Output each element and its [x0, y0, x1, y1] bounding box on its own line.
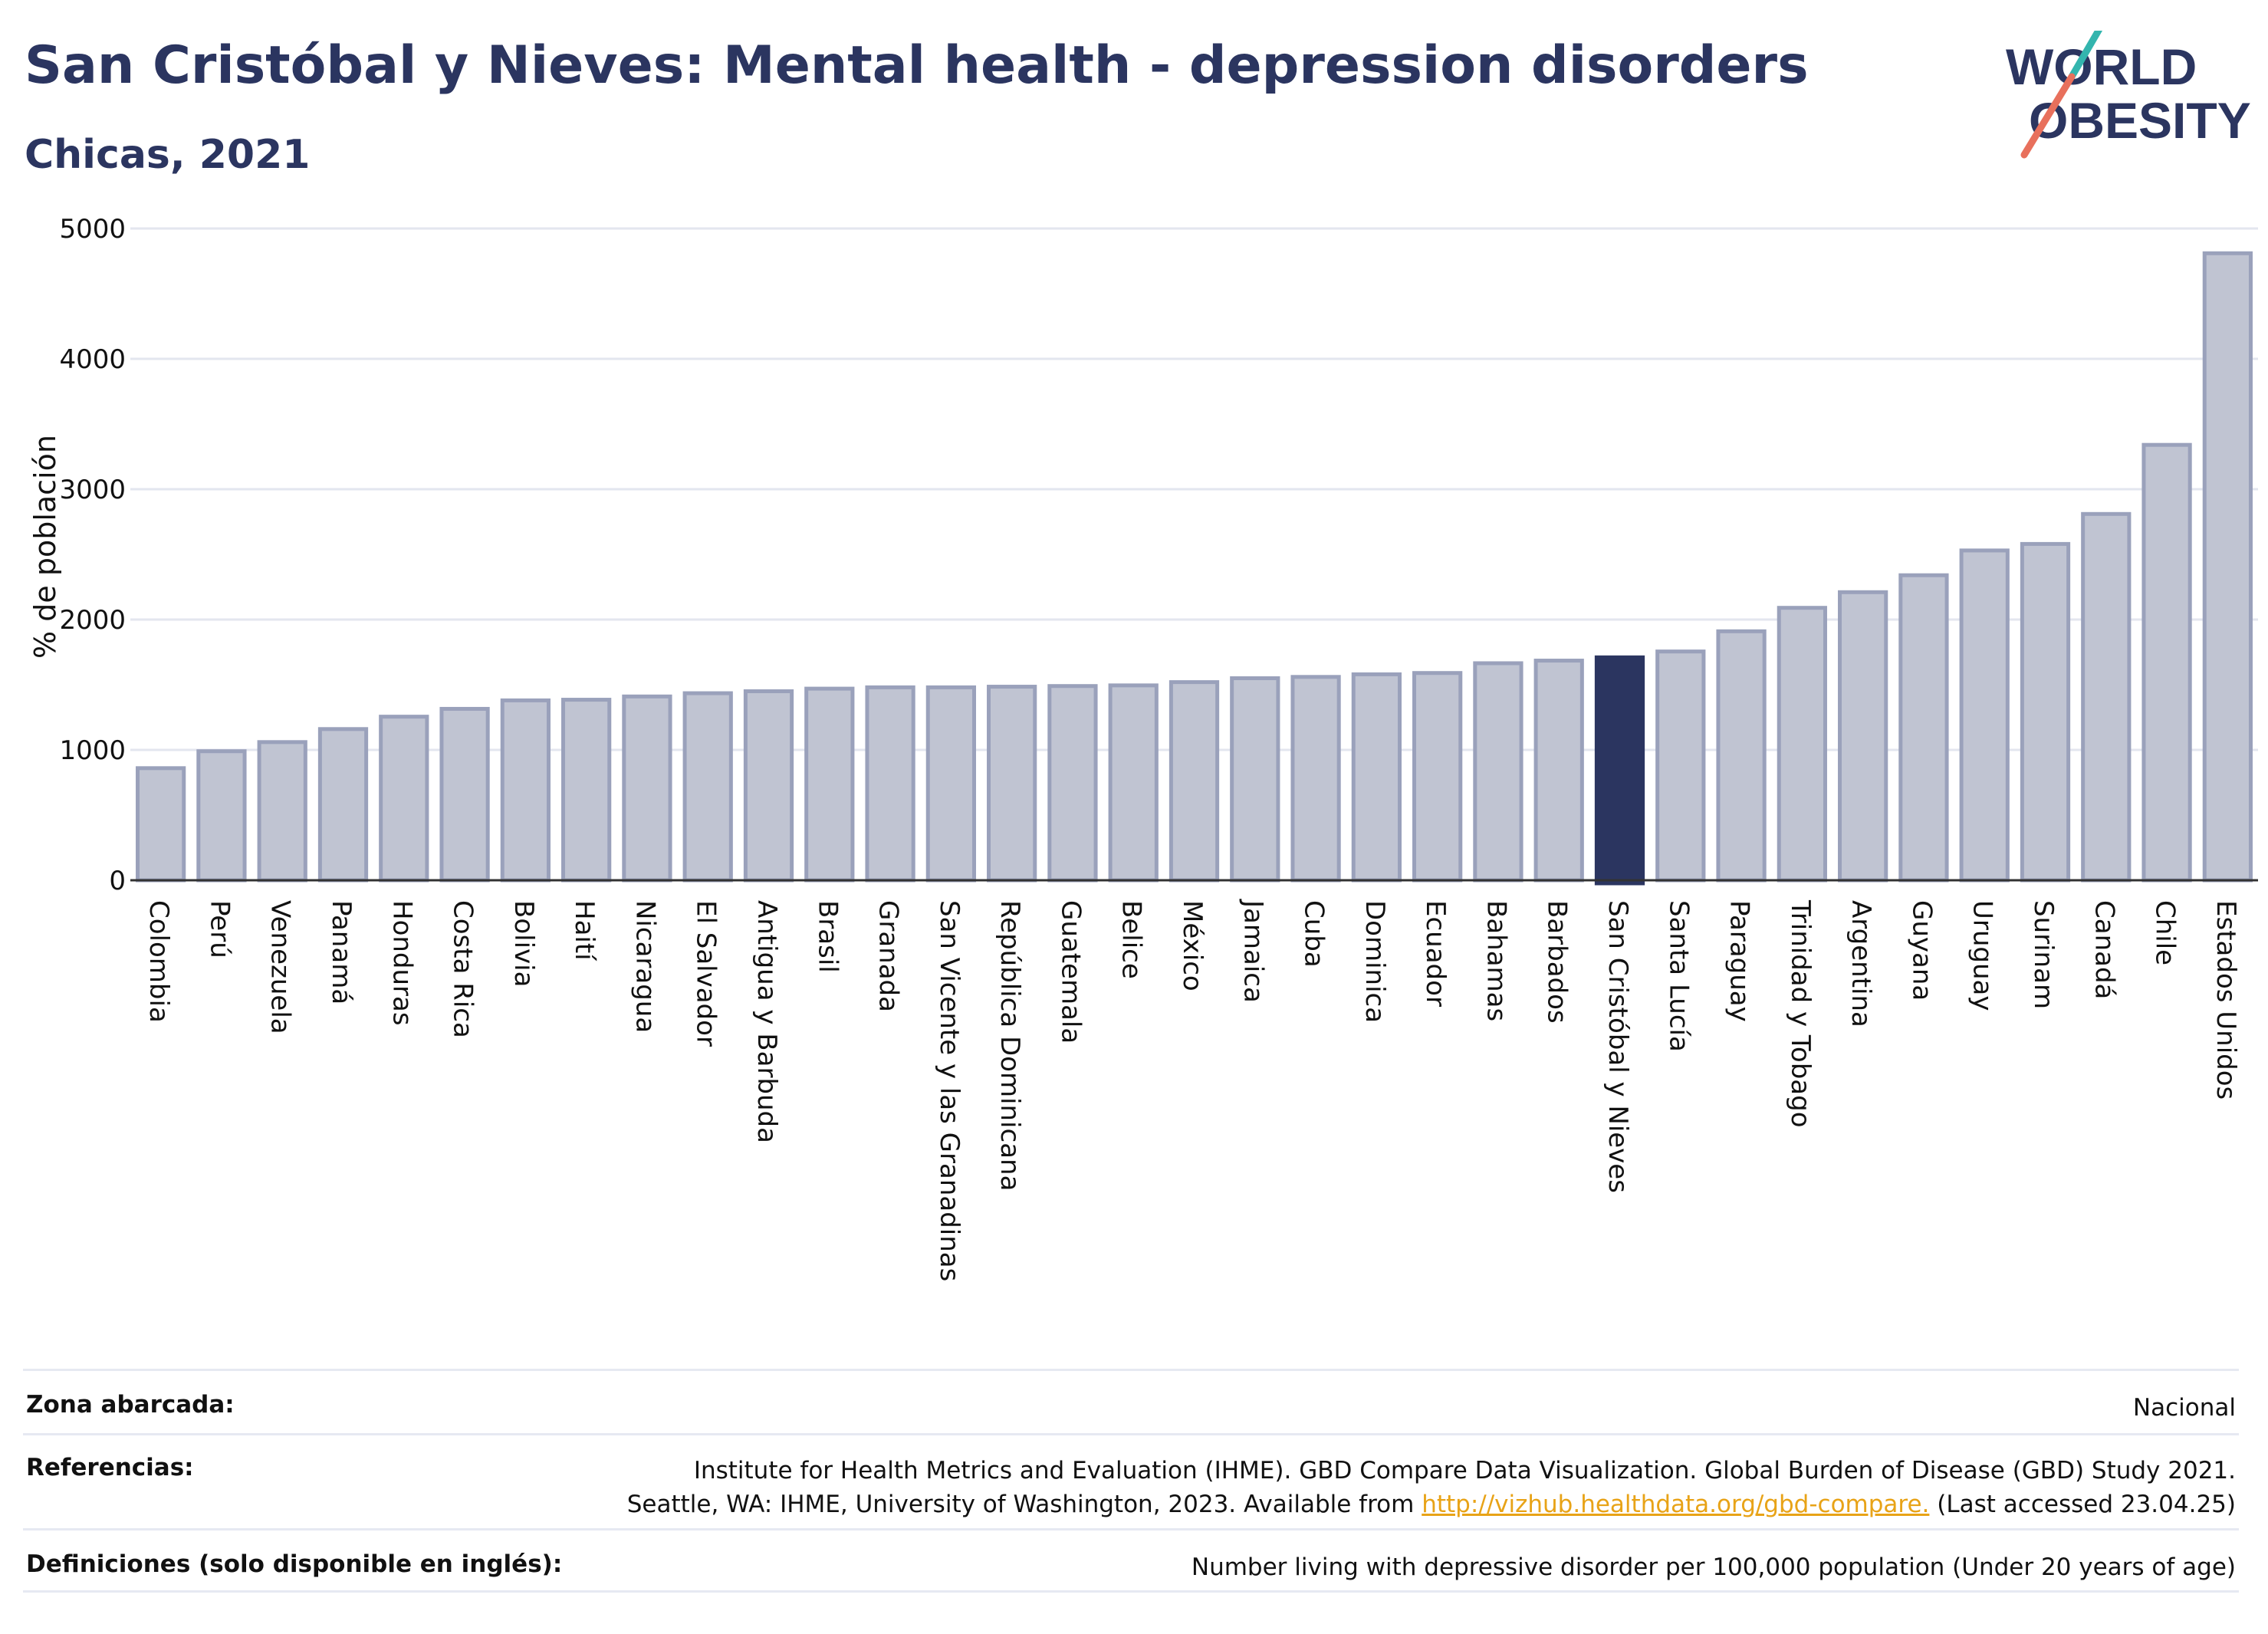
- chart-title: San Cristóbal y Nieves: Mental health - …: [25, 35, 1809, 96]
- x-tick-label: Venezuela: [265, 900, 296, 1034]
- bar: [1473, 661, 1524, 883]
- zona-value: Nacional: [2132, 1394, 2236, 1422]
- logo-slash-coral: [2020, 73, 2076, 159]
- referencias-label: Referencias:: [26, 1454, 194, 1481]
- referencias-line2-post: (Last accessed 23.04.25): [1929, 1491, 2236, 1518]
- bar: [925, 685, 976, 883]
- referencias-line2-pre: Seattle, WA: IHME, University of Washing…: [626, 1491, 1422, 1518]
- bar: [1412, 671, 1463, 883]
- world-obesity-logo: WORLD OBESITY: [2006, 31, 2251, 159]
- x-tick-label: Bahamas: [1481, 900, 1511, 1021]
- y-tick-label: 1000: [59, 735, 126, 766]
- x-tick-label: Guatemala: [1055, 900, 1086, 1044]
- y-tick-label: 0: [109, 866, 126, 896]
- footer-row-zona: Zona abarcada: Nacional: [23, 1369, 2239, 1433]
- bar: [1230, 676, 1280, 883]
- x-tick-label: Colombia: [143, 900, 174, 1023]
- x-tick-label: Panamá: [326, 900, 357, 1004]
- bar: [804, 686, 855, 883]
- bar: [2141, 442, 2192, 883]
- bar: [500, 698, 551, 883]
- bar: [257, 740, 307, 883]
- x-tick-label: Barbados: [1542, 900, 1573, 1024]
- logo-text-world: WORLD: [2006, 38, 2197, 95]
- bar: [682, 691, 733, 883]
- bar: [196, 749, 247, 883]
- bar: [1959, 548, 2010, 883]
- bar: [1533, 659, 1584, 883]
- bar: [1108, 683, 1159, 883]
- y-axis-label: % de población: [28, 435, 62, 659]
- x-tick-label: Estados Unidos: [2210, 900, 2241, 1100]
- logo-text-obesity: OBESITY: [2029, 92, 2251, 149]
- bar: [1838, 590, 1888, 883]
- x-tick-label: Honduras: [386, 900, 417, 1026]
- x-tick-label: San Vicente y las Granadinas: [934, 900, 965, 1281]
- footer-row-referencias: Referencias: Institute for Health Metric…: [23, 1433, 2239, 1528]
- x-tick-label: Bolivia: [508, 900, 539, 987]
- x-tick-label: Antigua y Barbuda: [751, 900, 782, 1143]
- bar: [2020, 541, 2071, 883]
- bar: [1169, 680, 1220, 883]
- x-tick-label: Perú: [204, 900, 235, 958]
- x-tick-label: Argentina: [1846, 900, 1876, 1027]
- referencias-value: Institute for Health Metrics and Evaluat…: [627, 1454, 2236, 1521]
- bar: [439, 706, 490, 883]
- x-tick-label: Ecuador: [1420, 900, 1451, 1007]
- bar: [136, 766, 186, 883]
- chart-subtitle: Chicas, 2021: [25, 132, 311, 178]
- bar: [317, 727, 369, 883]
- x-tick-label: Paraguay: [1724, 900, 1755, 1022]
- logo-slash-teal: [2068, 31, 2103, 81]
- bar-highlight: [1594, 655, 1645, 886]
- x-tick-label: Guyana: [1906, 900, 1937, 1001]
- y-tick-label: 4000: [59, 344, 126, 375]
- bar: [1898, 573, 1949, 883]
- y-tick-label: 3000: [59, 475, 126, 505]
- x-tick-label: Haití: [569, 900, 600, 962]
- x-tick-label: Chile: [2150, 900, 2181, 965]
- definiciones-value: Number living with depressive disorder p…: [1191, 1553, 2236, 1581]
- definiciones-label: Definiciones (solo disponible en inglés)…: [26, 1550, 563, 1578]
- x-tick-label: Canadá: [2089, 900, 2119, 999]
- y-tick-label: 5000: [59, 214, 126, 245]
- bar: [561, 698, 612, 883]
- bar: [622, 694, 672, 883]
- x-tick-label: Nicaragua: [629, 900, 660, 1033]
- bar: [2081, 511, 2132, 883]
- bar: [1655, 649, 1706, 883]
- x-tick-label: El Salvador: [691, 900, 721, 1047]
- bar: [1351, 672, 1402, 883]
- bar: [1047, 684, 1098, 883]
- x-tick-label: Trinidad y Tobago: [1785, 899, 1816, 1128]
- x-tick-label: Surinam: [2028, 900, 2059, 1009]
- footer-table: Zona abarcada: Nacional Referencias: Ins…: [23, 1369, 2239, 1593]
- bar: [1290, 675, 1341, 883]
- bar: [743, 689, 794, 883]
- x-tick-label: Uruguay: [1967, 900, 1998, 1011]
- x-tick-label: Belice: [1116, 900, 1147, 979]
- x-tick-label: México: [1177, 900, 1208, 991]
- x-tick-label: Dominica: [1359, 900, 1390, 1023]
- bar: [1777, 606, 1827, 883]
- bar: [987, 685, 1037, 883]
- bar-chart: 0 1000 2000 3000 4000 5000 % de población Colom…: [28, 214, 2258, 1281]
- x-tick-label: Jamaica: [1238, 899, 1268, 1003]
- x-tick-label: Brasil: [812, 900, 843, 973]
- bar: [379, 715, 429, 883]
- x-tick-label: Costa Rica: [448, 900, 478, 1038]
- x-tick-label: República Dominicana: [994, 900, 1025, 1191]
- zona-label: Zona abarcada:: [26, 1391, 235, 1419]
- x-tick-label: Granada: [873, 900, 904, 1012]
- referencias-link[interactable]: http://vizhub.healthdata.org/gbd-compare…: [1422, 1491, 1930, 1518]
- y-tick-label: 2000: [59, 605, 126, 636]
- bar: [865, 685, 915, 883]
- bar: [2202, 251, 2253, 883]
- footer-row-definiciones: Definiciones (solo disponible en inglés)…: [23, 1528, 2239, 1593]
- referencias-line1: Institute for Health Metrics and Evaluat…: [693, 1457, 2236, 1484]
- x-tick-label: San Cristóbal y Nieves: [1602, 900, 1633, 1193]
- x-tick-label: Cuba: [1299, 900, 1330, 968]
- x-tick-label: Santa Lucía: [1663, 900, 1694, 1052]
- bar: [1716, 629, 1767, 883]
